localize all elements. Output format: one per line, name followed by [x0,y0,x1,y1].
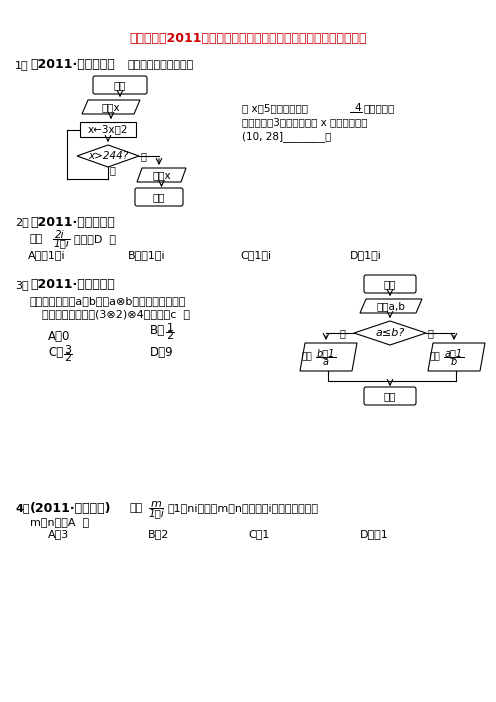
Text: 结束: 结束 [153,192,165,202]
Text: 开始: 开始 [114,80,126,90]
Text: D．9: D．9 [150,347,174,359]
Text: 若运算进行3次才停止，则 x 的取值范围是: 若运算进行3次才停止，则 x 的取值范围是 [242,117,368,127]
Text: 是: 是 [340,328,346,338]
Text: b: b [451,357,457,367]
Text: 结束: 结束 [384,391,396,401]
Text: 否: 否 [110,165,116,175]
Text: 2: 2 [167,331,174,341]
Text: 输出: 输出 [430,352,441,362]
Text: 次才停止；: 次才停止； [364,103,395,113]
Text: D．－1: D．－1 [360,529,389,539]
Text: B．2: B．2 [148,529,169,539]
Text: 1: 1 [167,323,174,333]
Polygon shape [354,321,426,345]
Text: （2011·丰台期末）: （2011·丰台期末） [30,216,115,228]
Text: a＋1: a＋1 [445,348,463,358]
Text: 输入x: 输入x [102,102,121,112]
Polygon shape [428,343,485,371]
Text: A．－1－i: A．－1－i [28,250,65,260]
Polygon shape [360,299,422,313]
Text: 输出x: 输出x [152,170,171,180]
Text: B．: B． [150,324,165,338]
Text: 【数学文】2011届高考模拟题（课标）分类汇编：算法初步与复数: 【数学文】2011届高考模拟题（课标）分类汇编：算法初步与复数 [129,32,367,44]
Text: 复数: 复数 [30,234,43,244]
Bar [80,122,136,137]
Text: C．1－i: C．1－i [240,250,271,260]
Text: (2011·东莞期末): (2011·东莞期末) [30,501,112,515]
Text: 若 x＝5，则运算进行: 若 x＝5，则运算进行 [242,103,308,113]
Text: B．－1＋i: B．－1＋i [128,250,166,260]
Text: x>244?: x>244? [88,151,128,161]
Text: 开始: 开始 [384,279,396,289]
Text: 按下列程序框图运算：: 按下列程序框图运算： [128,60,194,70]
Text: m: m [151,499,161,509]
Text: 程序框图所示，则(3⊗2)⊗4的值是（c  ）: 程序框图所示，则(3⊗2)⊗4的值是（c ） [42,309,190,319]
Text: x←3x－2: x←3x－2 [88,124,128,135]
Text: b－1: b－1 [317,348,335,358]
Text: （2011·丰台期末）: （2011·丰台期末） [30,279,115,291]
Text: a≤b?: a≤b? [375,328,405,338]
Text: (10, 28]________．: (10, 28]________． [242,131,331,143]
Text: A．3: A．3 [48,529,69,539]
Text: 4: 4 [354,103,361,113]
Text: 输出: 输出 [302,352,313,362]
Text: 等于（D  ）: 等于（D ） [74,234,116,244]
Text: 3．: 3． [15,280,29,290]
FancyBboxPatch shape [364,387,416,405]
Text: 对任意非零实数a，b，若a⊗b的运算原理如右图: 对任意非零实数a，b，若a⊗b的运算原理如右图 [30,296,186,306]
Text: 2．: 2． [15,217,29,227]
Polygon shape [82,100,140,114]
Text: 2i: 2i [55,230,65,240]
Text: C．: C． [48,347,63,359]
Polygon shape [77,145,139,167]
Text: 输入a,b: 输入a,b [376,301,405,311]
FancyBboxPatch shape [93,76,147,94]
Text: 2: 2 [64,353,71,363]
Text: ＝1－ni，其中m、n是实数，i是虚数单位，则: ＝1－ni，其中m、n是实数，i是虚数单位，则 [167,503,318,513]
Text: 1＋i: 1＋i [148,508,164,518]
Polygon shape [137,168,186,182]
FancyBboxPatch shape [364,275,416,293]
Text: m＋n＝（A  ）: m＋n＝（A ） [30,517,89,527]
Text: 4．: 4． [15,503,29,513]
Text: 否: 否 [428,328,434,338]
Polygon shape [300,343,357,371]
Text: 是: 是 [141,151,147,161]
Text: 1＋i: 1＋i [53,238,69,248]
Text: （2011·朝阳期末）: （2011·朝阳期末） [30,58,115,72]
Text: 已知: 已知 [130,503,143,513]
Text: A．0: A．0 [48,331,70,343]
Text: C．1: C．1 [248,529,269,539]
Text: a: a [323,357,329,367]
Text: 1．: 1． [15,60,29,70]
FancyBboxPatch shape [135,188,183,206]
Text: 3: 3 [64,345,71,355]
Text: D．1＋i: D．1＋i [350,250,382,260]
